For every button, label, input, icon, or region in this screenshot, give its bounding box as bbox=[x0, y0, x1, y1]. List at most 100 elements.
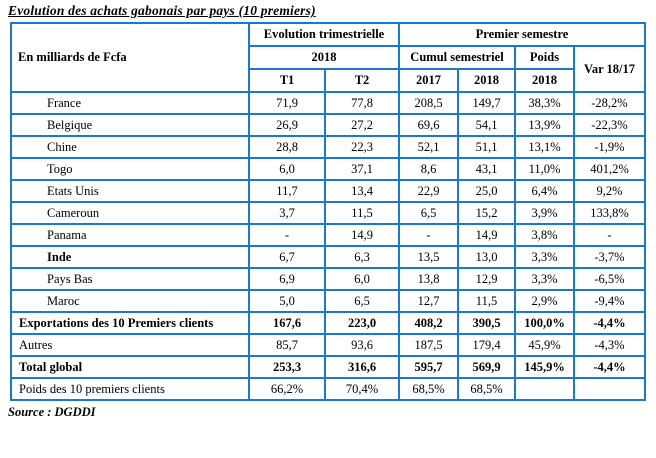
row-value: 13,1% bbox=[514, 135, 575, 159]
row-value: -4,4% bbox=[573, 355, 646, 379]
row-label: Exportations des 10 Premiers clients bbox=[10, 311, 250, 335]
row-value: 12,9 bbox=[457, 267, 516, 291]
row-value: 9,2% bbox=[573, 179, 646, 203]
row-value: 37,1 bbox=[324, 157, 400, 181]
row-value: 133,8% bbox=[573, 201, 646, 225]
row-value: 15,2 bbox=[457, 201, 516, 225]
row-value: 69,6 bbox=[398, 113, 459, 137]
row-value: 595,7 bbox=[398, 355, 459, 379]
row-value: 316,6 bbox=[324, 355, 400, 379]
page-title: Evolution des achats gabonais par pays (… bbox=[8, 3, 316, 18]
row-value: 253,3 bbox=[248, 355, 326, 379]
header-cumul-2017: 2017 bbox=[398, 68, 459, 93]
header-premier-semestre: Premier semestre bbox=[398, 22, 646, 47]
row-value: 26,9 bbox=[248, 113, 326, 137]
table-row: Exportations des 10 Premiers clients 167,… bbox=[10, 311, 646, 335]
row-value: -28,2% bbox=[573, 91, 646, 115]
row-value: - bbox=[573, 223, 646, 247]
row-value: 22,9 bbox=[398, 179, 459, 203]
row-value: 6,5 bbox=[324, 289, 400, 313]
row-label: Etats Unis bbox=[10, 179, 250, 203]
header-poids-2018: 2018 bbox=[514, 68, 575, 93]
row-value: 68,5% bbox=[457, 377, 516, 401]
row-value: 6,7 bbox=[248, 245, 326, 269]
row-label: Pays Bas bbox=[10, 267, 250, 291]
row-label: Togo bbox=[10, 157, 250, 181]
table-row: Inde 6,7 6,3 13,5 13,0 3,3% -3,7% bbox=[10, 245, 646, 269]
row-value: 12,7 bbox=[398, 289, 459, 313]
source-note: Source : DGDDI bbox=[8, 405, 96, 419]
table-row: Cameroun 3,7 11,5 6,5 15,2 3,9% 133,8% bbox=[10, 201, 646, 225]
row-value bbox=[514, 377, 575, 401]
unit-label-cell: En milliards de Fcfa bbox=[10, 22, 250, 93]
row-value: 22,3 bbox=[324, 135, 400, 159]
row-value: 68,5% bbox=[398, 377, 459, 401]
row-value: 93,6 bbox=[324, 333, 400, 357]
row-label: Inde bbox=[10, 245, 250, 269]
header-year-2018: 2018 bbox=[248, 45, 400, 70]
row-value: -22,3% bbox=[573, 113, 646, 137]
header-t1: T1 bbox=[248, 68, 326, 93]
header-row-groups: En milliards de Fcfa Evolution trimestri… bbox=[10, 22, 646, 93]
row-value: 43,1 bbox=[457, 157, 516, 181]
row-value: 3,3% bbox=[514, 267, 575, 291]
header-cumul-2018: 2018 bbox=[457, 68, 516, 93]
row-value: 167,6 bbox=[248, 311, 326, 335]
table-row: Etats Unis 11,7 13,4 22,9 25,0 6,4% 9,2% bbox=[10, 179, 646, 203]
row-value: 54,1 bbox=[457, 113, 516, 137]
row-value: 25,0 bbox=[457, 179, 516, 203]
row-label: Maroc bbox=[10, 289, 250, 313]
row-value: 11,7 bbox=[248, 179, 326, 203]
row-value: 14,9 bbox=[324, 223, 400, 247]
row-value: 13,8 bbox=[398, 267, 459, 291]
header-t2: T2 bbox=[324, 68, 400, 93]
header-evolution-trimestrielle: Evolution trimestrielle bbox=[248, 22, 400, 47]
row-value: 27,2 bbox=[324, 113, 400, 137]
row-value: 187,5 bbox=[398, 333, 459, 357]
row-label: Chine bbox=[10, 135, 250, 159]
row-value bbox=[573, 377, 646, 401]
row-value: -9,4% bbox=[573, 289, 646, 313]
header-row-columns: T1 T2 2017 2018 2018 bbox=[11, 68, 645, 93]
row-value: 8,6 bbox=[398, 157, 459, 181]
row-value: 569,9 bbox=[457, 355, 516, 379]
table-row: Pays Bas 6,9 6,0 13,8 12,9 3,3% -6,5% bbox=[10, 267, 646, 291]
row-label: Panama bbox=[10, 223, 250, 247]
row-value: - bbox=[248, 223, 326, 247]
table-row: Togo 6,0 37,1 8,6 43,1 11,0% 401,2% bbox=[10, 157, 646, 181]
row-value: 11,5 bbox=[457, 289, 516, 313]
row-value: 208,5 bbox=[398, 91, 459, 115]
row-value: 13,9% bbox=[514, 113, 575, 137]
row-value: 13,0 bbox=[457, 245, 516, 269]
row-value: -6,5% bbox=[573, 267, 646, 291]
row-value: 38,3% bbox=[514, 91, 575, 115]
row-label: France bbox=[10, 91, 250, 115]
row-value: 401,2% bbox=[573, 157, 646, 181]
row-value: 3,8% bbox=[514, 223, 575, 247]
table-body: France 71,9 77,8 208,5 149,7 38,3% -28,2% Belgi… bbox=[10, 91, 646, 401]
table-row: Autres 85,7 93,6 187,5 179,4 45,9% -4,3% bbox=[10, 333, 646, 357]
row-value: 6,4% bbox=[514, 179, 575, 203]
row-value: 11,0% bbox=[514, 157, 575, 181]
achats-table: En milliards de Fcfa Evolution trimestri… bbox=[10, 22, 646, 401]
row-value: 149,7 bbox=[457, 91, 516, 115]
row-value: 2,9% bbox=[514, 289, 575, 313]
row-value: -4,3% bbox=[573, 333, 646, 357]
row-value: 3,3% bbox=[514, 245, 575, 269]
row-value: 13,5 bbox=[398, 245, 459, 269]
header-var-18-17: Var 18/17 bbox=[573, 45, 646, 93]
table-row: Poids des 10 premiers clients 66,2% 70,4% 6… bbox=[10, 377, 646, 401]
row-value: 6,0 bbox=[248, 157, 326, 181]
table-row: Total global 253,3 316,6 595,7 569,9 145,9% -4… bbox=[10, 355, 646, 379]
row-value: 13,4 bbox=[324, 179, 400, 203]
header-row-subgroups: 2018 Cumul semestriel Poids Var 18/17 bbox=[11, 45, 646, 93]
table-row: Panama -14,9-14,9 3,8% - bbox=[10, 223, 646, 247]
row-label: Cameroun bbox=[10, 201, 250, 225]
row-value: 85,7 bbox=[248, 333, 326, 357]
header-cumul-semestriel: Cumul semestriel bbox=[398, 45, 516, 70]
row-value: 77,8 bbox=[324, 91, 400, 115]
row-value: 6,0 bbox=[324, 267, 400, 291]
row-value: 390,5 bbox=[457, 311, 516, 335]
table-row: Chine 28,8 22,3 52,1 51,1 13,1% -1,9% bbox=[10, 135, 646, 159]
